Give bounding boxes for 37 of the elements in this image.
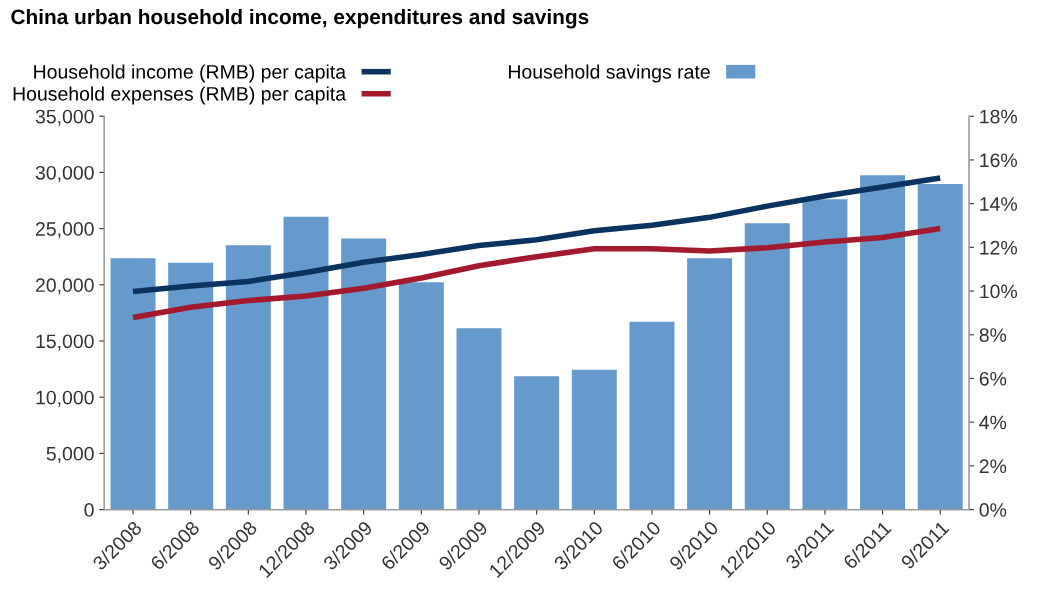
legend-label: Household savings rate	[509, 64, 710, 83]
bar	[341, 238, 387, 510]
y2-tick-label: 8%	[979, 328, 1007, 342]
bar	[629, 321, 675, 510]
y2-tick-label: 6%	[979, 371, 1007, 386]
y-tick-label: 5,000	[46, 446, 94, 463]
y-tick-label: 25,000	[35, 222, 94, 239]
bar	[283, 216, 329, 510]
y2-tick-label: 2%	[979, 459, 1007, 474]
y-tick-label: 10,000	[36, 390, 94, 407]
y2-tick-label: 18%	[980, 109, 1018, 124]
bar	[860, 175, 906, 510]
y-tick-label: 0	[84, 503, 94, 517]
y-tick-label: 15,000	[36, 334, 94, 351]
bar	[168, 262, 214, 510]
y-tick-label: 30,000	[35, 165, 94, 182]
legend-label: Household income (RMB) per capita	[34, 64, 347, 83]
bar	[744, 223, 790, 510]
legend-label: Household expenses (RMB) per capita	[13, 86, 347, 105]
y-tick-label: 20,000	[35, 278, 94, 295]
chart-title: China urban household income, expenditures and savings	[11, 8, 589, 29]
y2-tick-label: 12%	[980, 240, 1018, 255]
bar	[514, 376, 560, 510]
bar	[687, 258, 733, 510]
y-tick-label: 35,000	[35, 109, 94, 126]
bar	[802, 199, 848, 510]
y2-tick-label: 14%	[980, 197, 1018, 211]
y2-tick-label: 16%	[980, 153, 1018, 168]
bar	[225, 245, 271, 510]
y2-tick-label: 0%	[979, 503, 1007, 517]
bar	[917, 183, 963, 510]
y2-tick-label: 10%	[980, 284, 1018, 299]
bar	[571, 369, 617, 510]
bar	[456, 328, 502, 510]
bar	[110, 258, 156, 510]
y2-tick-label: 4%	[979, 415, 1007, 430]
bar	[398, 282, 444, 510]
